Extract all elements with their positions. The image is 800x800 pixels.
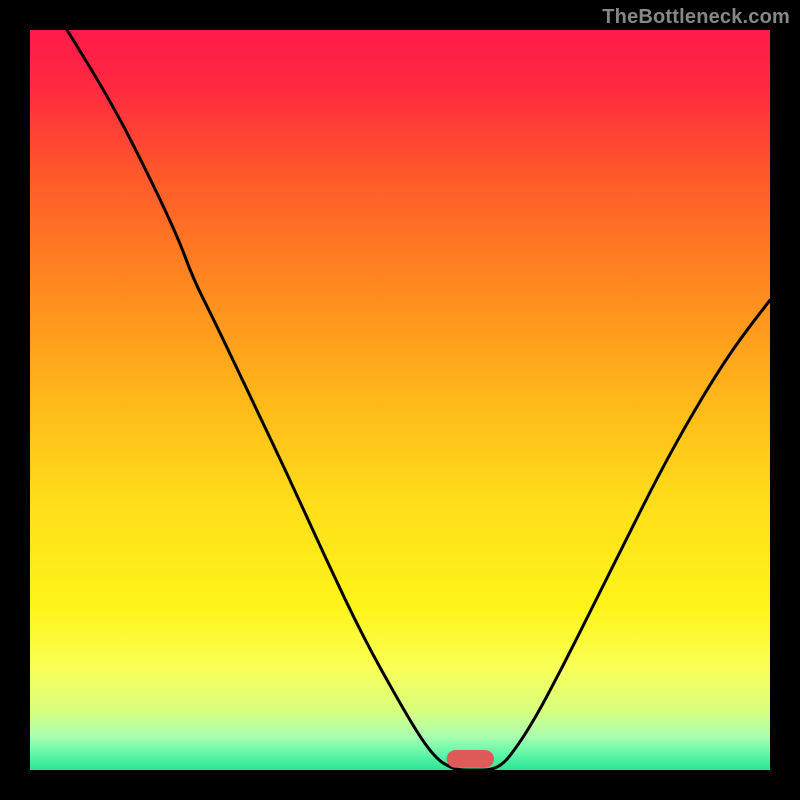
chart-frame: TheBottleneck.com bbox=[0, 0, 800, 800]
bottleneck-chart bbox=[0, 0, 800, 800]
min-marker bbox=[447, 750, 494, 768]
chart-background bbox=[30, 30, 770, 770]
watermark-text: TheBottleneck.com bbox=[602, 6, 790, 29]
